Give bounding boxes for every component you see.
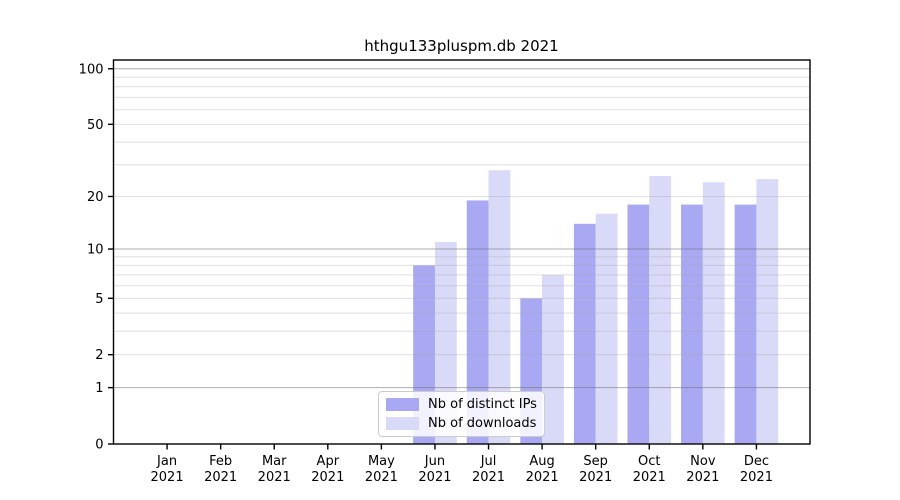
x-tick-label-month-oct: Oct xyxy=(638,454,660,469)
x-tick-label-year-oct: 2021 xyxy=(633,470,666,485)
y-tick-label-50: 50 xyxy=(87,118,104,133)
x-tick-label-month-apr: Apr xyxy=(317,454,340,469)
x-tick-label-year-nov: 2021 xyxy=(686,470,719,485)
legend: Nb of distinct IPs Nb of downloads xyxy=(378,391,545,437)
y-tick-label-5: 5 xyxy=(95,292,103,307)
x-tick-label-month-sep: Sep xyxy=(583,454,608,469)
x-tick-label-year-sep: 2021 xyxy=(579,470,612,485)
x-tick-label-month-feb: Feb xyxy=(209,454,232,469)
x-tick-label-year-may: 2021 xyxy=(365,470,398,485)
plot-border xyxy=(112,59,811,445)
legend-label-distinct-ips: Nb of distinct IPs xyxy=(428,397,537,413)
bar-distinct-ips-nov xyxy=(681,204,703,444)
x-tick-label-month-jun: Jun xyxy=(424,454,445,469)
legend-row-downloads: Nb of downloads xyxy=(386,416,538,431)
x-tick-label-month-nov: Nov xyxy=(690,454,716,469)
bar-downloads-jul xyxy=(488,170,511,444)
x-tick-label-year-aug: 2021 xyxy=(526,470,559,485)
x-tick-label-year-jul: 2021 xyxy=(472,470,505,485)
y-tick-label-20: 20 xyxy=(87,190,104,205)
bar-downloads-nov xyxy=(702,182,725,444)
legend-swatch-downloads xyxy=(386,416,419,430)
x-tick-label-month-aug: Aug xyxy=(529,454,554,469)
chart-title: hthgu133pluspm.db 2021 xyxy=(364,37,559,55)
x-tick-label-month-jan: Jan xyxy=(156,454,177,469)
bar-downloads-sep xyxy=(595,213,618,444)
y-tick-label-1: 1 xyxy=(95,381,103,396)
bar-distinct-ips-dec xyxy=(734,204,757,444)
x-tick-label-year-jan: 2021 xyxy=(151,470,184,485)
x-tick-label-month-dec: Dec xyxy=(744,454,769,469)
y-tick-label-100: 100 xyxy=(79,62,104,77)
bar-downloads-aug xyxy=(542,274,564,444)
x-tick-label-year-feb: 2021 xyxy=(204,470,237,485)
x-tick-label-year-dec: 2021 xyxy=(740,470,773,485)
x-tick-label-month-mar: Mar xyxy=(262,454,287,469)
bar-downloads-dec xyxy=(756,179,779,444)
y-tick-label-2: 2 xyxy=(95,348,103,363)
y-tick-label-10: 10 xyxy=(87,243,104,258)
x-tick-label-month-may: May xyxy=(368,454,395,469)
bar-distinct-ips-oct xyxy=(627,204,650,444)
x-tick-label-month-jul: Jul xyxy=(480,454,497,469)
legend-swatch-distinct-ips xyxy=(386,398,419,412)
x-tick-label-year-mar: 2021 xyxy=(258,470,291,485)
bar-distinct-ips-sep xyxy=(573,223,596,444)
x-tick-label-year-jun: 2021 xyxy=(418,470,451,485)
bar-downloads-oct xyxy=(649,176,672,444)
bar-distinct-ips-jul xyxy=(466,200,489,444)
legend-label-downloads: Nb of downloads xyxy=(428,415,537,431)
legend-row-distinct-ips: Nb of distinct IPs xyxy=(386,397,538,412)
x-tick-label-year-apr: 2021 xyxy=(311,470,344,485)
y-tick-label-0: 0 xyxy=(95,438,103,453)
